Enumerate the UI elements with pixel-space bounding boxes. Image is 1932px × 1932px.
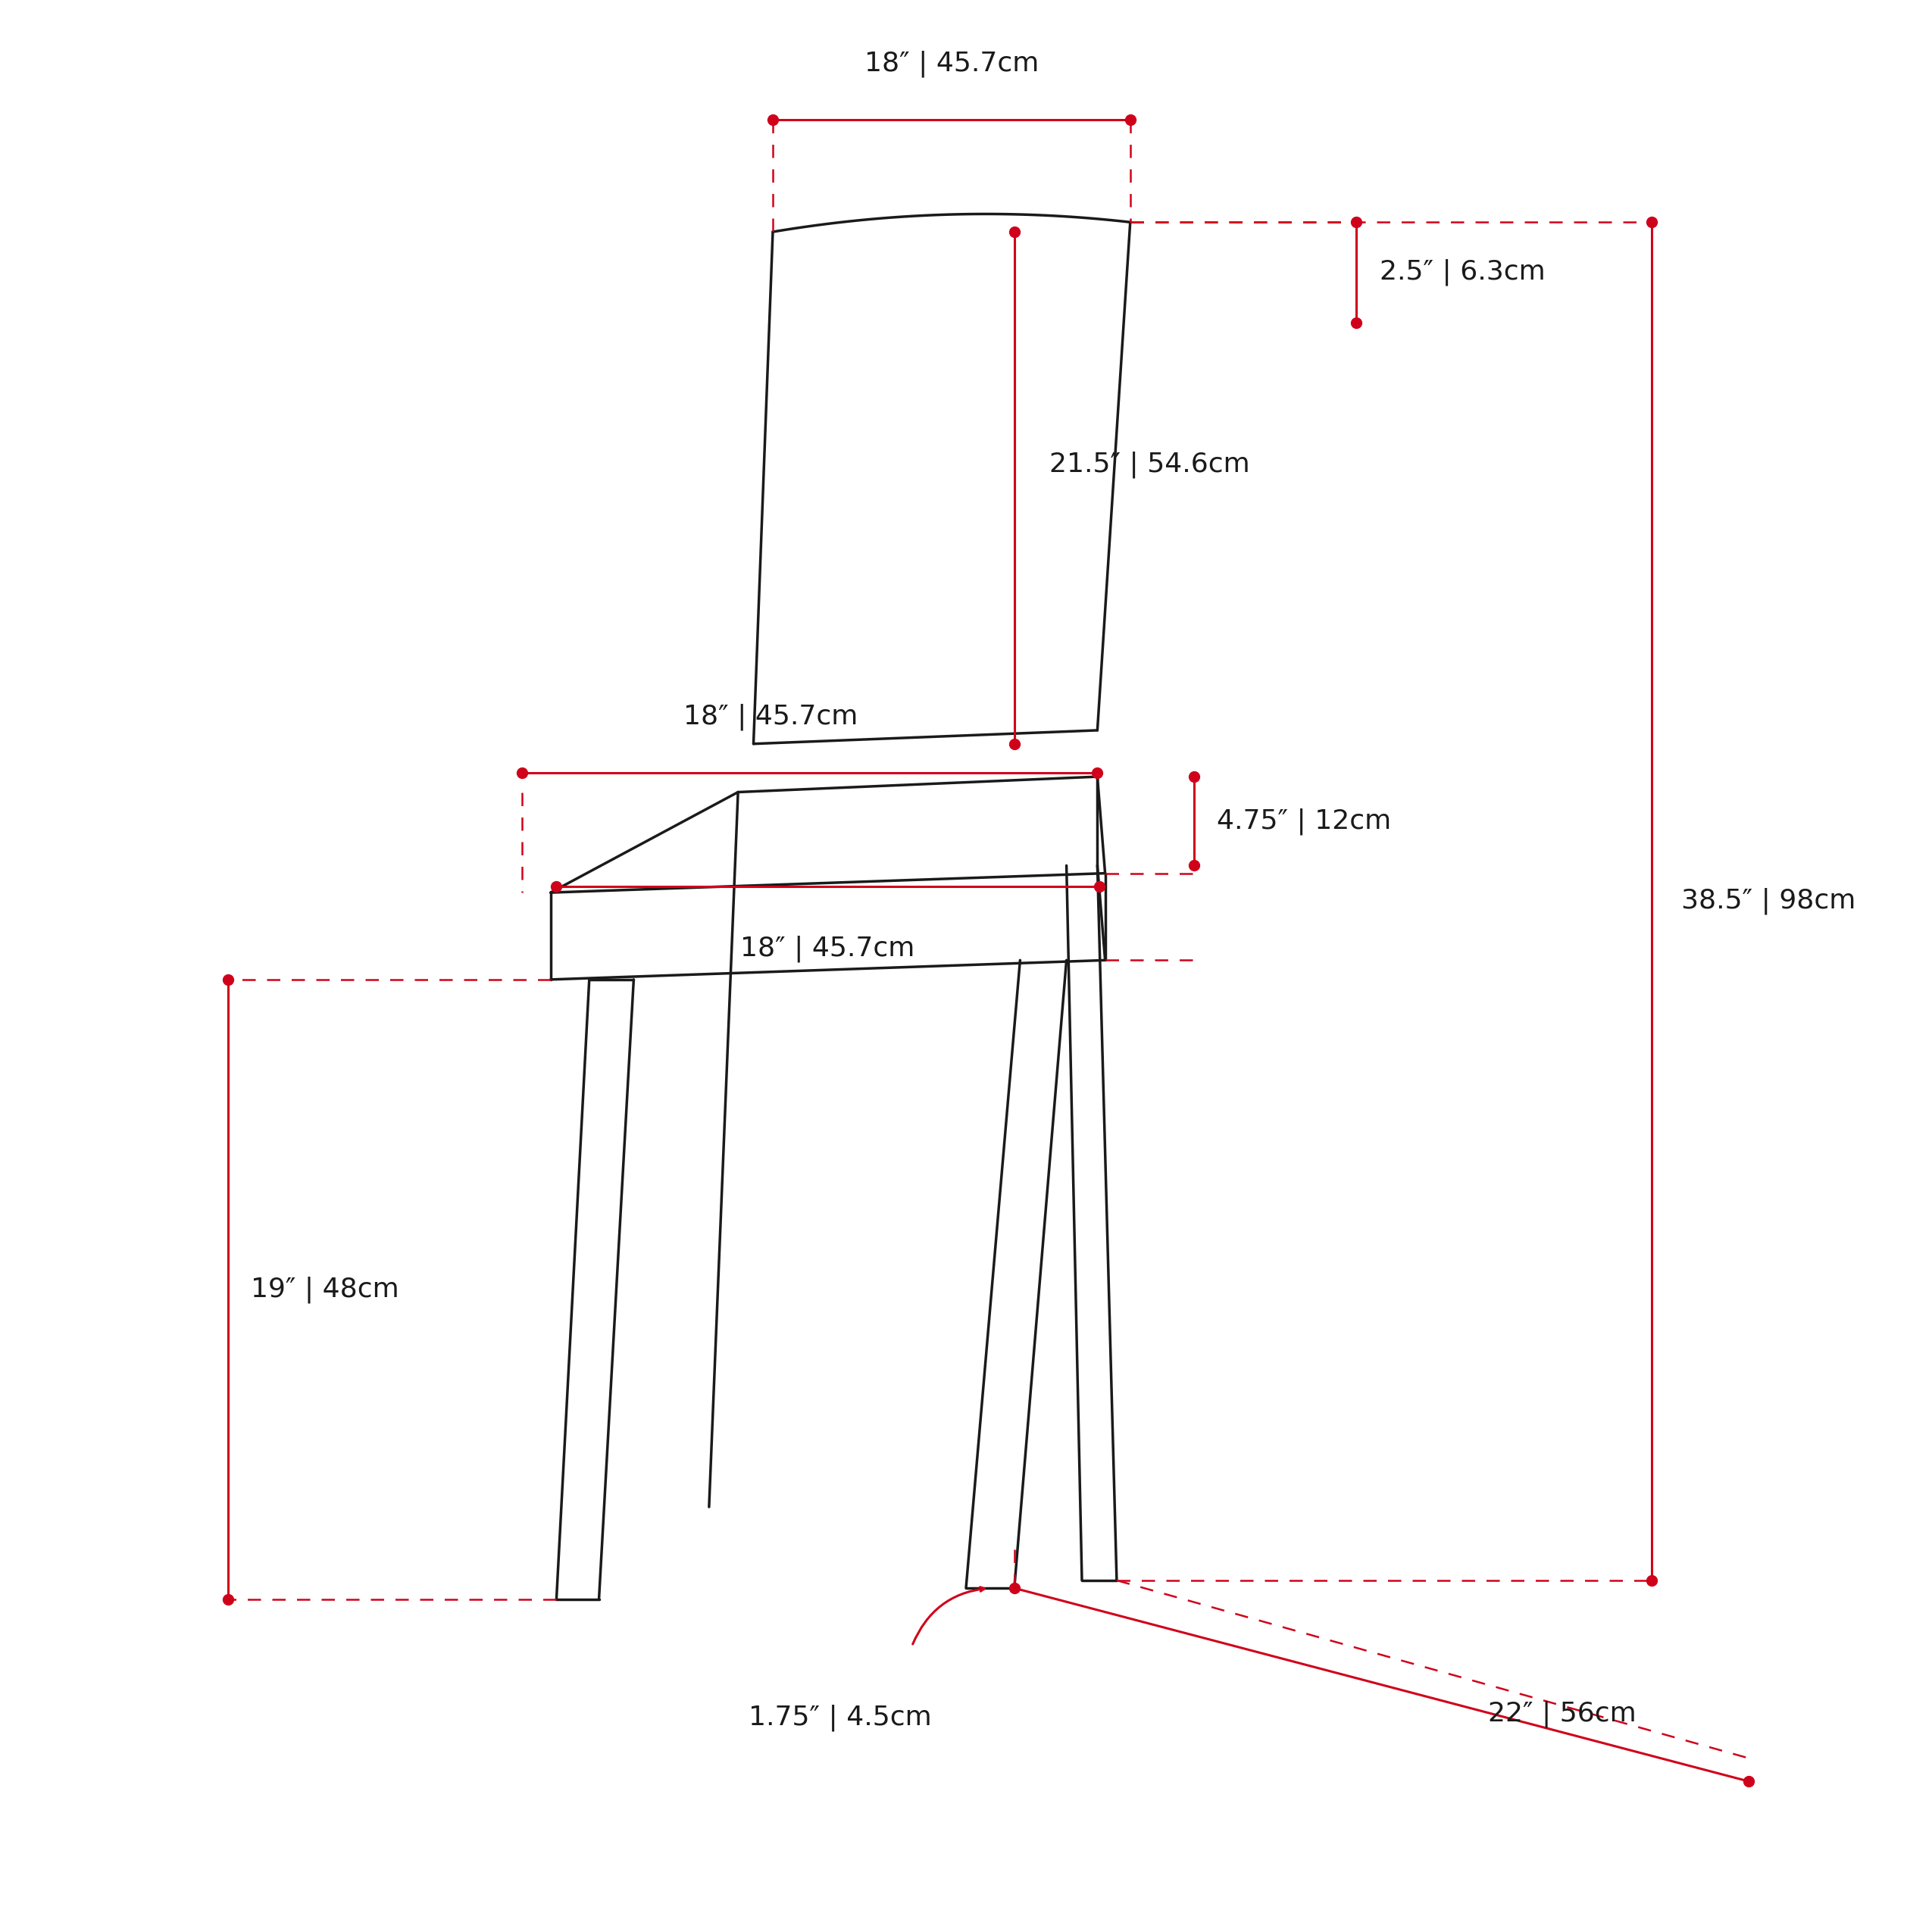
Point — [506, 757, 537, 788]
Text: 4.75″ | 12cm: 4.75″ | 12cm — [1217, 808, 1391, 835]
Point — [999, 728, 1030, 759]
Text: 18″ | 45.7cm: 18″ | 45.7cm — [864, 50, 1039, 77]
Point — [1341, 307, 1372, 338]
Text: 22″ | 56cm: 22″ | 56cm — [1488, 1700, 1636, 1727]
Point — [213, 964, 243, 995]
Point — [1084, 871, 1115, 902]
Text: 19″ | 48cm: 19″ | 48cm — [251, 1277, 400, 1302]
Text: 18″ | 45.7cm: 18″ | 45.7cm — [684, 703, 858, 730]
Point — [999, 216, 1030, 247]
Text: 2.5″ | 6.3cm: 2.5″ | 6.3cm — [1379, 259, 1546, 286]
Point — [541, 871, 572, 902]
Point — [1179, 850, 1209, 881]
Point — [1341, 207, 1372, 238]
Point — [1636, 207, 1667, 238]
Point — [1733, 1766, 1764, 1797]
Text: 1.75″ | 4.5cm: 1.75″ | 4.5cm — [750, 1704, 931, 1731]
Point — [999, 1573, 1030, 1604]
Text: 21.5″ | 54.6cm: 21.5″ | 54.6cm — [1049, 452, 1250, 477]
Text: 18″ | 45.7cm: 18″ | 45.7cm — [740, 935, 916, 962]
Text: 38.5″ | 98cm: 38.5″ | 98cm — [1681, 889, 1855, 914]
Point — [1082, 757, 1113, 788]
Point — [1179, 761, 1209, 792]
Point — [1115, 104, 1146, 135]
Point — [757, 104, 788, 135]
Point — [1636, 1565, 1667, 1596]
Point — [213, 1584, 243, 1615]
